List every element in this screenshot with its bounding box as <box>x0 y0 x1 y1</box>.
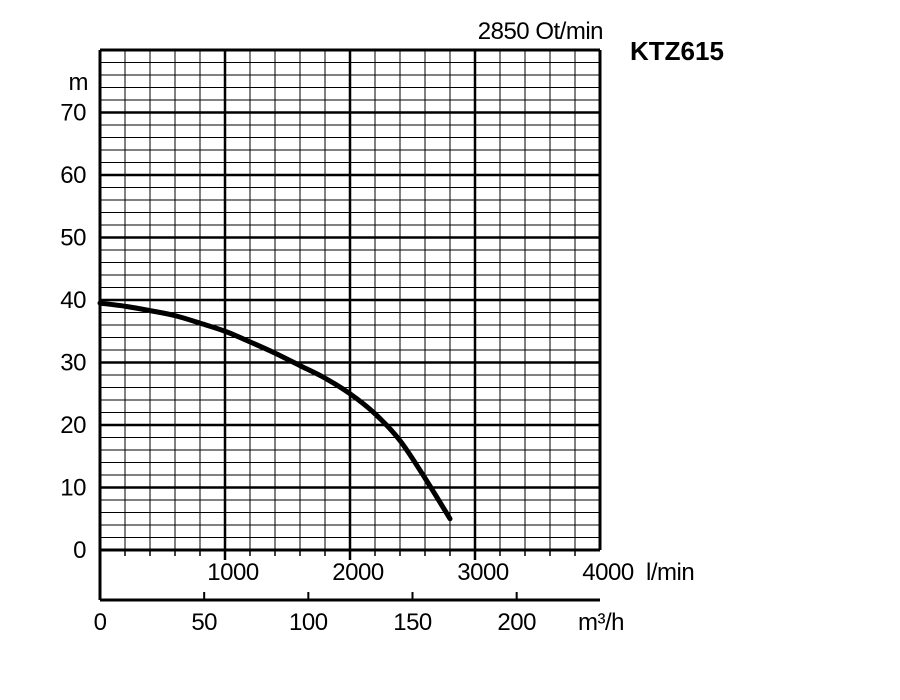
chart-frame <box>98 48 602 602</box>
curve-layer <box>97 300 453 522</box>
grid-major <box>100 50 600 550</box>
x-primary-tick-label: 1000 <box>207 559 259 586</box>
x-primary-tick-labels: 1000 2000 3000 4000 <box>207 559 634 586</box>
y-tick-label: 70 <box>60 100 86 127</box>
y-tick-label: 60 <box>60 162 86 189</box>
x-primary-unit: l/min <box>646 559 694 586</box>
y-tick-label: 30 <box>60 350 86 377</box>
y-tick-label: 50 <box>60 225 86 252</box>
x-primary-tick-label: 4000 <box>582 559 634 586</box>
x-secondary-tick-labels: 0 50 100 150 200 <box>94 609 537 636</box>
x-secondary-tick-label: 50 <box>191 609 217 636</box>
x-primary-tick-label: 2000 <box>332 559 384 586</box>
y-tick-label: 10 <box>60 475 86 502</box>
y-axis-unit: m <box>69 69 89 96</box>
x-secondary-tick-label: 100 <box>289 609 328 636</box>
x-secondary-tick-label: 0 <box>94 609 107 636</box>
chart-title: KTZ615 <box>630 36 724 66</box>
x-primary-tick-label: 3000 <box>457 559 509 586</box>
subtitle-speed: 2850 Ot/min <box>478 18 603 45</box>
head-flow-curve <box>97 300 453 522</box>
x-secondary-unit: m³/h <box>578 609 624 636</box>
y-tick-labels: 0 10 20 30 40 50 60 70 <box>60 100 86 565</box>
y-tick-label: 0 <box>73 537 86 564</box>
y-tick-label: 20 <box>60 412 86 439</box>
x-secondary-tick-label: 150 <box>393 609 432 636</box>
y-tick-label: 40 <box>60 287 86 314</box>
x-secondary-tick-label: 200 <box>497 609 536 636</box>
